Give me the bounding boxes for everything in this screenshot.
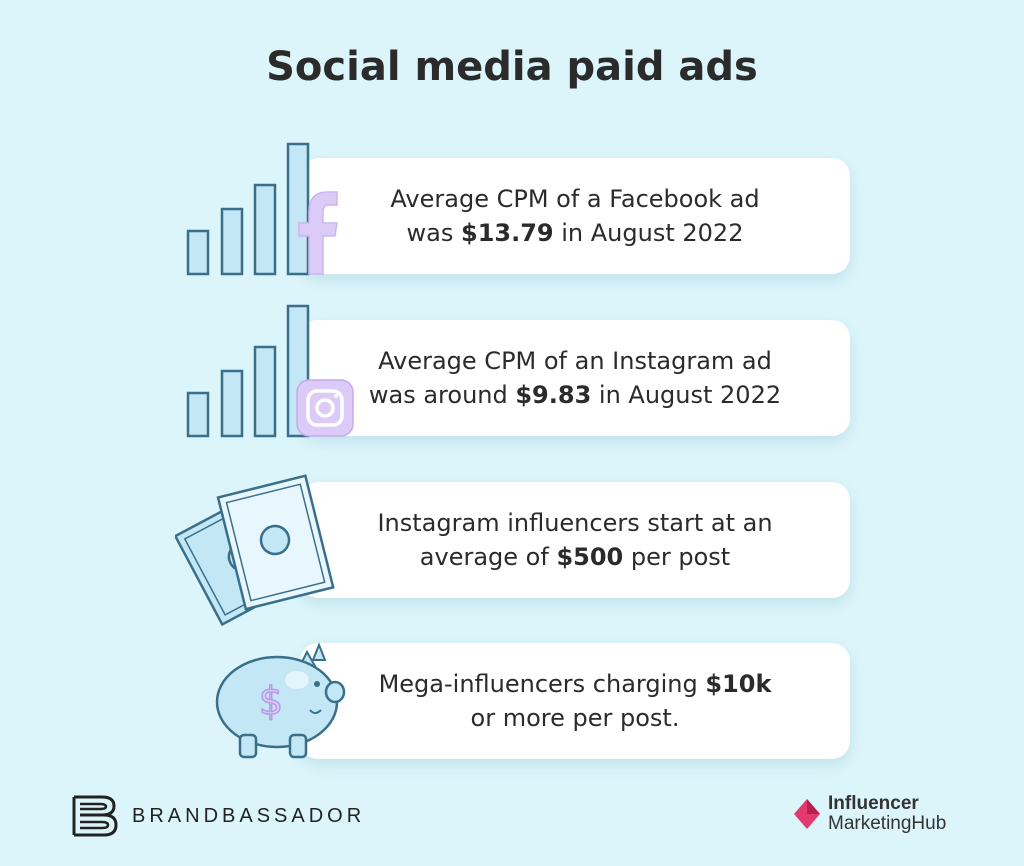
brand-right-line1: Influencer	[828, 793, 919, 814]
piggy-bank-icon: $	[215, 642, 346, 759]
banknotes-icon	[175, 474, 335, 627]
stat-card-facebook: Average CPM of a Facebook ad was $13.79 …	[300, 158, 850, 274]
page-title: Social media paid ads	[266, 44, 758, 90]
svg-text:$: $	[259, 679, 283, 723]
brandbassador-logo: BRANDBASSADOR	[72, 795, 365, 837]
stat-card-text: Mega-influencers charging $10k or more p…	[378, 670, 772, 732]
influencer-marketing-hub-mark-icon	[794, 799, 820, 829]
stat-card-mega-influencers: Mega-influencers charging $10k or more p…	[300, 643, 850, 759]
stat-card-influencers: Instagram influencers start at an averag…	[300, 482, 850, 598]
stat-card-text: Instagram influencers start at an averag…	[377, 509, 773, 571]
brand-right-line2: MarketingHub	[828, 813, 947, 834]
brandbassador-name: BRANDBASSADOR	[132, 804, 366, 827]
stat-card-instagram: Average CPM of an Instagram ad was aroun…	[300, 320, 850, 436]
brandbassador-mark-icon	[72, 795, 118, 837]
instagram-bars-icon	[186, 304, 354, 438]
influencer-marketing-hub-logo: Influencer MarketingHub	[792, 794, 946, 834]
facebook-bars-icon	[186, 142, 338, 276]
stat-card-text: Average CPM of a Facebook ad was $13.79 …	[390, 185, 760, 247]
stat-card-text: Average CPM of an Instagram ad was aroun…	[368, 347, 782, 409]
